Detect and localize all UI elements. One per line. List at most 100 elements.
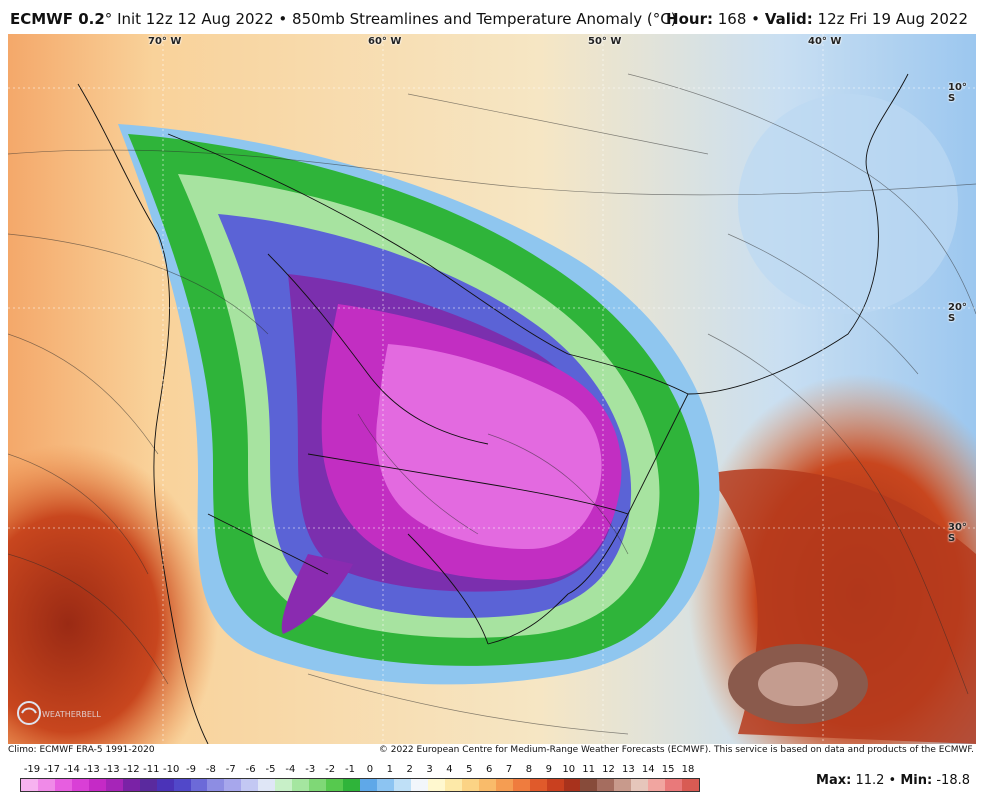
map-canvas — [8, 34, 976, 744]
model-name: ECMWF 0.2 — [10, 10, 105, 28]
legend-tick-label: 15 — [661, 764, 675, 775]
legend-tick-label: 1 — [386, 764, 393, 775]
legend-tick-label: 3 — [426, 764, 433, 775]
cold-anomaly-core — [376, 344, 602, 549]
legend-tick-label: 0 — [366, 764, 374, 775]
legend-swatch — [427, 779, 445, 791]
init-time: Init 12z 12 Aug 2022 — [117, 10, 274, 28]
legend-swatch — [241, 779, 259, 791]
longitude-label-40w: 40° W — [808, 36, 842, 47]
legend-swatch — [54, 779, 72, 791]
chart-title: ECMWF 0.2° Init 12z 12 Aug 2022 • 850mb … — [10, 10, 677, 28]
legend-swatch — [21, 779, 38, 791]
legend-tick-label: -12 — [123, 764, 140, 775]
legend-tick-label: -3 — [305, 764, 316, 775]
legend-swatch — [309, 779, 327, 791]
legend-tick-label: -9 — [186, 764, 197, 775]
product-name: 850mb Streamlines and Temperature Anomal… — [292, 10, 677, 28]
legend-tick-label: -19 — [23, 764, 41, 775]
legend-tick-label: -8 — [205, 764, 216, 775]
max-value: 11.2 — [855, 773, 885, 788]
legend-swatch — [461, 779, 479, 791]
latitude-label-20s: 20° S — [948, 302, 967, 324]
logo-graphic: WEATHERBELL — [17, 701, 101, 725]
header: ECMWF 0.2° Init 12z 12 Aug 2022 • 850mb … — [0, 0, 984, 34]
latitude-label-30s: 30° S — [948, 522, 967, 544]
legend-swatch — [597, 779, 615, 791]
legend-swatch — [343, 779, 361, 791]
legend-tick-label: -13 — [83, 764, 100, 775]
legend-swatch — [614, 779, 632, 791]
degree-mark: ° — [104, 10, 113, 28]
longitude-label-50w: 50° W — [588, 36, 622, 47]
legend-tick-label: 4 — [446, 764, 453, 775]
legend-swatch — [377, 779, 394, 791]
min-label: Min: — [900, 773, 933, 788]
climatology-note: Climo: ECMWF ERA-5 1991-2020 — [8, 745, 155, 755]
legend-swatch — [444, 779, 462, 791]
title-separator: • — [278, 10, 288, 28]
max-min-stats: Max: 11.2 • Min: -18.8 — [816, 773, 970, 788]
legend-swatch — [275, 779, 293, 791]
hour-value: 168 — [717, 10, 747, 28]
longitude-label-60w: 60° W — [368, 36, 402, 47]
legend-tick-label: 8 — [525, 764, 533, 775]
legend-swatch — [563, 779, 581, 791]
legend-tick-label: 14 — [641, 764, 655, 775]
legend-tick-label: 7 — [505, 764, 513, 775]
copyright-notice: © 2022 European Centre for Medium-Range … — [378, 745, 974, 755]
stats-separator: • — [888, 773, 897, 788]
legend-swatch — [478, 779, 496, 791]
cold-tongue — [281, 554, 353, 634]
legend-tick-label: 9 — [545, 764, 553, 775]
legend-color-bar — [20, 778, 700, 792]
legend-tick-label: -2 — [325, 764, 336, 775]
legend-tick-label: 13 — [621, 764, 635, 775]
legend-tick-label: -4 — [285, 764, 296, 775]
longitude-label-70w: 70° W — [148, 36, 182, 47]
legend-swatch — [529, 779, 547, 791]
legend-swatch — [648, 779, 666, 791]
legend-swatch — [37, 779, 55, 791]
legend-swatch — [393, 779, 411, 791]
legend-tick-label: -14 — [63, 764, 80, 775]
legend-tick-label: -5 — [265, 764, 276, 775]
legend-swatch — [360, 779, 378, 791]
legend-tick-label: -7 — [225, 764, 236, 775]
legend-tick-labels: -19 -17 -14 -13 -13 -12 -11 -10 -9 -8 -7 -6 -5 -4 -3 -2… — [20, 764, 700, 778]
weatherbell-logo: WEATHERBELL — [16, 700, 106, 726]
legend-tick-label: -6 — [245, 764, 256, 775]
legend-swatch — [512, 779, 530, 791]
svg-text:WEATHERBELL: WEATHERBELL — [42, 710, 101, 719]
cool-patch-ne — [738, 94, 958, 314]
legend-swatch — [682, 779, 700, 791]
legend-swatch — [173, 779, 191, 791]
legend-swatch — [546, 779, 564, 791]
legend-swatch — [190, 779, 208, 791]
warm-anomaly-west — [8, 444, 218, 744]
legend-tick-label: 12 — [602, 764, 615, 775]
min-value: -18.8 — [936, 773, 970, 788]
legend-swatch — [495, 779, 513, 791]
legend-tick-label: -11 — [143, 764, 160, 775]
valid-value: 12z Fri 19 Aug 2022 — [817, 10, 968, 28]
legend-swatch — [139, 779, 157, 791]
legend-tick-label: 10 — [562, 764, 576, 775]
legend-swatch — [410, 779, 428, 791]
legend-tick-label: -17 — [43, 764, 61, 775]
color-legend: -19 -17 -14 -13 -13 -12 -11 -10 -9 -8 -7 -6 -5 -4 -3 -2… — [20, 762, 700, 794]
legend-swatch — [71, 779, 89, 791]
latitude-label-10s: 10° S — [948, 82, 967, 104]
valid-time: Hour: 168 • Valid: 12z Fri 19 Aug 2022 — [666, 10, 968, 28]
legend-swatch — [105, 779, 123, 791]
legend-swatch — [207, 779, 225, 791]
legend-swatch — [292, 779, 310, 791]
legend-tick-label: 5 — [466, 764, 473, 775]
max-label: Max: — [816, 773, 852, 788]
legend-swatch — [122, 779, 140, 791]
legend-tick-label: 6 — [486, 764, 493, 775]
legend-tick-label: 11 — [582, 764, 595, 775]
brown-core-inner — [758, 662, 838, 706]
legend-swatch — [326, 779, 344, 791]
legend-swatch — [88, 779, 106, 791]
